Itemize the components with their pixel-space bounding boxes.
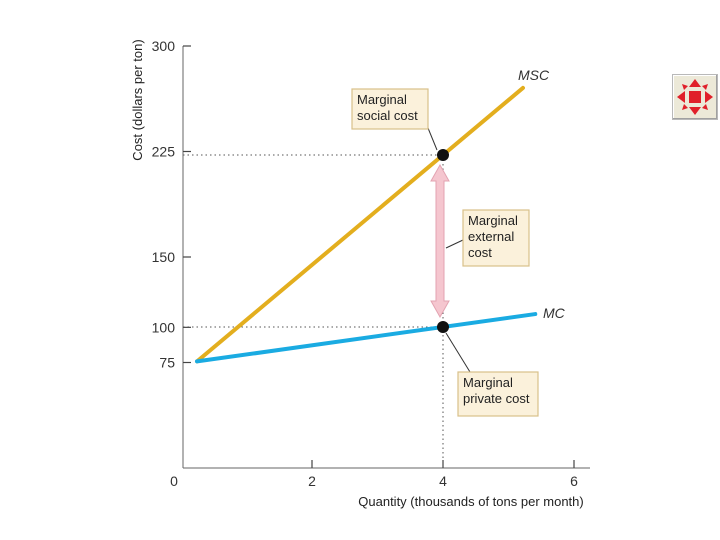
annotation-box-external bbox=[462, 209, 530, 267]
annotation-box-social bbox=[351, 88, 429, 130]
annotation-text-external: Marginal bbox=[468, 213, 518, 228]
x-tick-label: 4 bbox=[439, 473, 447, 489]
y-tick-label: 225 bbox=[152, 144, 176, 160]
double-arrow bbox=[430, 163, 450, 319]
guide-lines bbox=[183, 154, 444, 468]
annotation-text-external: cost bbox=[468, 245, 492, 260]
move-arrows-icon bbox=[677, 79, 713, 115]
annotation-text-social: Marginal bbox=[357, 92, 407, 107]
equilibrium-point bbox=[437, 321, 449, 333]
series-label-mc: MC bbox=[543, 305, 566, 321]
equilibrium-points bbox=[437, 149, 449, 333]
series-line-msc bbox=[195, 85, 525, 364]
x-tick-label: 6 bbox=[570, 473, 578, 489]
external-cost-arrow bbox=[430, 163, 450, 319]
equilibrium-point bbox=[437, 149, 449, 161]
y-tick-label: 100 bbox=[152, 319, 176, 335]
x-tick-label: 0 bbox=[170, 473, 178, 489]
series-lines: MSC MC bbox=[195, 67, 566, 364]
y-tick-label: 150 bbox=[152, 249, 176, 265]
annotation-leader-line bbox=[445, 332, 471, 373]
y-axis-title: Cost (dollars per ton) bbox=[130, 39, 145, 160]
annotation-box-private bbox=[457, 371, 539, 417]
series-line-mc bbox=[195, 312, 538, 364]
annotation-leader-line bbox=[427, 127, 438, 151]
navigation-button[interactable] bbox=[672, 74, 718, 120]
tick-labels: 75 100 150 225 300 0 2 4 6 bbox=[152, 38, 578, 489]
annotation-text-private: Marginal bbox=[463, 375, 513, 390]
y-tick-label: 75 bbox=[159, 355, 175, 371]
annotation-leader-line bbox=[445, 239, 464, 249]
series-label-msc: MSC bbox=[518, 67, 550, 83]
annotation-text-external: external bbox=[468, 229, 514, 244]
annotation-text-social: social cost bbox=[357, 108, 418, 123]
x-tick-label: 2 bbox=[308, 473, 316, 489]
x-axis-title: Quantity (thousands of tons per month) bbox=[358, 494, 583, 509]
annotation-text-private: private cost bbox=[463, 391, 530, 406]
y-tick-label: 300 bbox=[152, 38, 176, 54]
